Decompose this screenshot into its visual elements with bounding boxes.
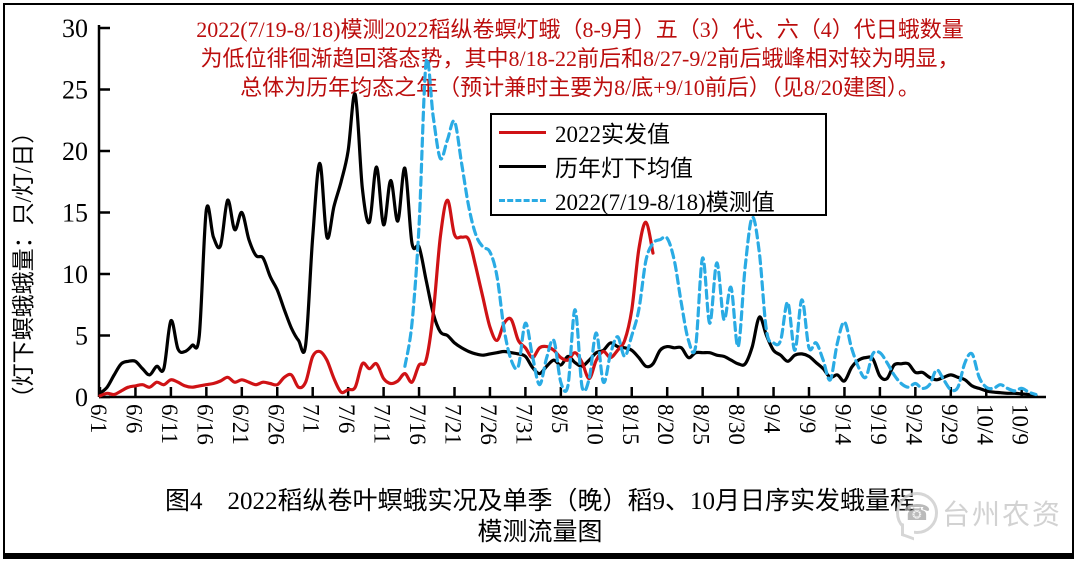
figure-frame [3, 3, 1074, 559]
x-tick-label: 9/24 [901, 404, 926, 445]
y-tick-label: 10 [62, 260, 88, 289]
x-tick-label: 8/5 [547, 404, 572, 433]
phone-bubble-icon: ☎ [896, 492, 938, 541]
legend-label: 2022(7/19-8/18)模测值 [555, 190, 775, 215]
x-tick-label: 9/4 [760, 404, 785, 434]
series-line-1 [98, 198, 655, 398]
x-tick-label: 6/6 [121, 404, 146, 433]
y-tick-label: 30 [62, 14, 88, 43]
x-tick-label: 9/29 [937, 404, 962, 445]
y-tick-label: 25 [62, 76, 88, 105]
x-tick-label: 10/9 [1008, 404, 1033, 445]
x-tick-label: 7/21 [441, 404, 466, 445]
x-tick-label: 10/4 [972, 404, 997, 445]
legend-label: 历年灯下均值 [555, 156, 693, 181]
legend-item-historical: 历年灯下均值 [492, 149, 825, 183]
x-tick-label: 7/6 [334, 404, 359, 433]
series-line-2 [403, 57, 1038, 397]
legend-item-actual: 2022实发值 [492, 115, 825, 149]
dashed-line-sample-icon [499, 198, 546, 202]
y-tick-label: 20 [62, 137, 88, 166]
x-tick-label: 7/1 [299, 404, 324, 433]
x-tick-label: 6/21 [228, 404, 253, 445]
legend-item-simulated: 2022(7/19-8/18)模测值 [492, 183, 825, 217]
series-line-0 [98, 92, 1038, 397]
x-tick-label: 8/20 [653, 404, 678, 445]
black-line-sample-icon [499, 164, 546, 168]
y-tick-label: 5 [75, 322, 88, 351]
x-tick-label: 6/11 [157, 404, 182, 444]
x-tick-label: 6/1 [86, 404, 111, 433]
x-tick-label: 7/16 [405, 404, 430, 445]
x-tick-label: 9/9 [795, 404, 820, 433]
x-tick-label: 7/31 [511, 404, 536, 445]
watermark: ☎ 台州农资 [896, 492, 1063, 541]
legend-label: 2022实发值 [555, 122, 670, 147]
annotation-line-2: 为低位徘徊渐趋回落态势，其中8/18-22前后和8/27-9/2前后蛾峰相对较为… [200, 46, 960, 71]
annotation-line-1: 2022(7/19-8/18)模测2022稻纵卷螟灯蛾（8-9月）五（3）代、六… [196, 17, 964, 42]
chart-legend: 2022实发值 历年灯下均值 2022(7/19-8/18)模测值 [490, 113, 827, 216]
x-tick-label: 7/26 [476, 404, 501, 445]
x-tick-label: 8/15 [618, 404, 643, 445]
y-axis-title: （灯下螟蛾蛾量：只/灯/日） [11, 120, 36, 410]
x-tick-label: 7/11 [370, 404, 395, 444]
x-tick-label: 9/14 [830, 404, 855, 445]
caption-line-2: 模测流量图 [477, 519, 603, 546]
caption-line-1: 图4 2022稻纵卷叶螟蛾实况及单季（晚）稻9、10月日序实发蛾量程 [164, 488, 915, 515]
x-tick-label: 9/19 [866, 404, 891, 445]
y-tick-label: 0 [75, 383, 88, 412]
watermark-text: 台州农资 [942, 500, 1063, 531]
x-tick-label: 6/16 [192, 404, 217, 445]
x-tick-label: 8/25 [689, 404, 714, 445]
x-tick-label: 6/26 [263, 404, 288, 445]
red-line-sample-icon [499, 130, 546, 134]
y-tick-label: 15 [62, 199, 88, 228]
x-tick-label: 8/30 [724, 404, 749, 445]
figure-caption: 图4 2022稻纵卷叶螟蛾实况及单季（晚）稻9、10月日序实发蛾量程 模测流量图 [70, 486, 1010, 548]
x-tick-label: 8/10 [582, 404, 607, 445]
